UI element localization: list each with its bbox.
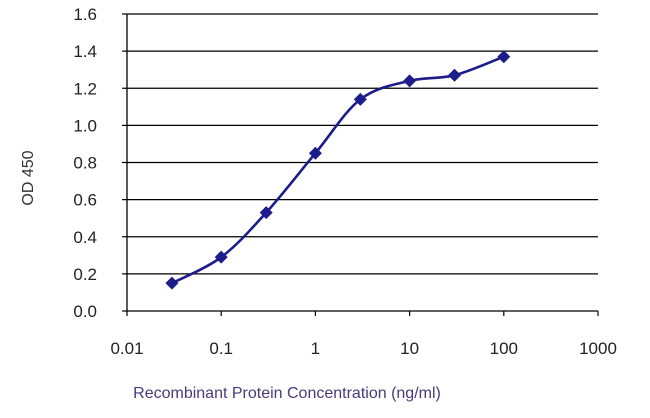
y-tick-label: 0.4 [73, 228, 97, 247]
y-tick-labels: 0.0 0.2 0.4 0.6 0.8 1.0 1.2 1.4 1.6 [73, 5, 97, 321]
data-point-marker [214, 250, 228, 264]
data-point-marker [497, 50, 511, 64]
data-point-marker [353, 92, 367, 106]
data-point-marker [403, 74, 417, 88]
x-tick-label: 0.1 [209, 339, 233, 358]
x-tick-label: 100 [490, 339, 518, 358]
y-axis-title: OD 450 [20, 150, 37, 205]
y-tick-label: 0.0 [73, 302, 97, 321]
data-point-marker [448, 68, 462, 82]
x-tick-label: 0.01 [110, 339, 143, 358]
x-tick-label: 1 [311, 339, 320, 358]
y-tick-label: 0.2 [73, 265, 97, 284]
x-tick-labels: 0.01 0.1 1 10 100 1000 [110, 339, 616, 358]
data-point-marker [308, 146, 322, 160]
y-tick-label: 1.4 [73, 42, 97, 61]
axes [122, 13, 599, 316]
y-tick-label: 1.0 [73, 116, 97, 135]
y-tick-label: 0.6 [73, 191, 97, 210]
y-tick-label: 0.8 [73, 154, 97, 173]
series-line [171, 55, 505, 285]
gridlines [127, 13, 598, 275]
data-point-marker [165, 276, 179, 290]
x-axis-title: Recombinant Protein Concentration (ng/ml… [133, 385, 441, 402]
series-group [165, 50, 511, 290]
y-tick-label: 1.6 [73, 5, 97, 24]
y-tick-label: 1.2 [73, 79, 97, 98]
x-tick-label: 10 [400, 339, 419, 358]
data-point-marker [259, 206, 273, 220]
x-tick-label: 1000 [579, 339, 617, 358]
